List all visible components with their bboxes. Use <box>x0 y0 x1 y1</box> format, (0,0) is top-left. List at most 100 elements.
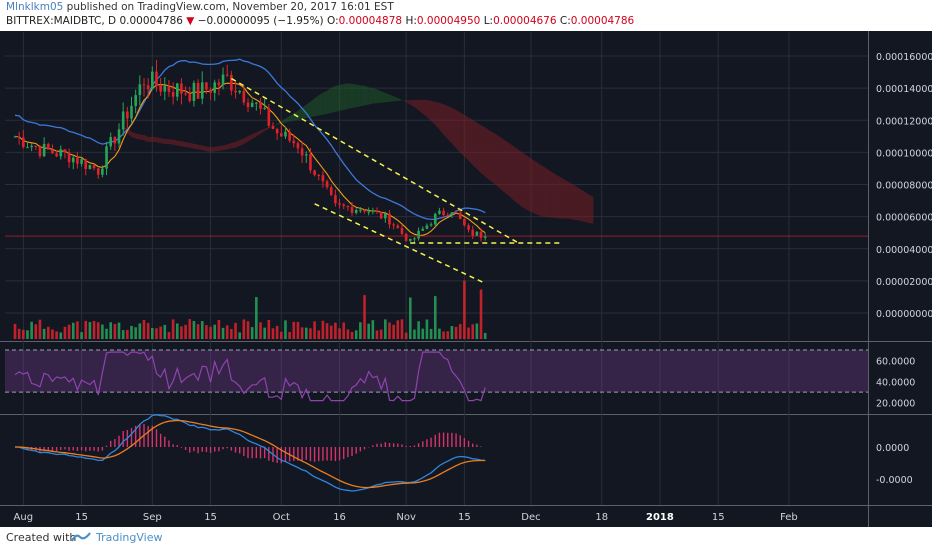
ichimoku-cloud-segment <box>426 100 432 121</box>
volume-bar <box>134 327 137 339</box>
ichimoku-cloud-segment <box>177 140 182 147</box>
ichimoku-cloud-segment <box>372 88 378 104</box>
tradingview-link[interactable]: TradingView <box>96 531 163 544</box>
ichimoku-cloud-segment <box>547 169 552 218</box>
ichimoku-cloud-segment <box>210 146 215 152</box>
volume-bar <box>413 329 416 339</box>
volume-bar <box>463 280 466 339</box>
ichimoku-cloud-segment <box>393 96 398 102</box>
candle-body <box>230 74 233 91</box>
candle-body <box>317 174 321 176</box>
candle-body <box>463 218 466 226</box>
volume-bar <box>71 322 75 339</box>
ichimoku-cloud-segment <box>564 179 569 219</box>
volume-bar <box>26 330 29 339</box>
volume-bar <box>96 322 100 339</box>
volume-bar <box>404 332 408 339</box>
candle-body <box>71 157 75 163</box>
volume-bar <box>221 327 225 339</box>
candle-body <box>404 233 408 241</box>
candle-body <box>205 82 208 90</box>
ichimoku-cloud-segment <box>585 191 590 223</box>
candle-body <box>142 84 146 86</box>
volume-bar <box>234 322 237 339</box>
ichimoku-cloud-segment <box>160 138 165 145</box>
ichimoku-cloud-segment <box>468 117 473 165</box>
ichimoku-cloud-segment <box>252 132 257 140</box>
ichimoku-cloud-segment <box>439 102 444 135</box>
candle-body <box>388 213 391 225</box>
ichimoku-cloud-segment <box>381 91 386 103</box>
volume-bar <box>359 322 362 339</box>
ichimoku-cloud-segment <box>510 143 515 201</box>
candle-body <box>396 225 400 229</box>
base-line <box>14 82 486 236</box>
volume-bar <box>113 324 117 339</box>
ichimoku-cloud-segment <box>485 127 490 180</box>
author-link[interactable]: Mlnklkm05 <box>6 1 64 13</box>
chart-canvas[interactable]: 0.00016000 0.00014000 0.00012000 0.00010000… <box>0 31 932 527</box>
candle-body <box>126 111 129 119</box>
rsi-band <box>5 350 868 393</box>
volume-bar <box>200 321 204 339</box>
ichimoku-cloud-segment <box>422 99 427 117</box>
last-price: 0.00004786 <box>119 15 183 27</box>
date-tick-label: Sep <box>143 512 162 523</box>
candle-body <box>134 95 137 106</box>
volume-bar <box>167 331 171 339</box>
candle-body <box>138 84 142 96</box>
volume-bar <box>363 295 366 339</box>
ichimoku-cloud-segment <box>464 114 469 161</box>
ichimoku-cloud-segment <box>414 99 419 111</box>
macd-tick-label: -0.0000 <box>876 475 913 486</box>
candle-body <box>105 146 108 169</box>
ichimoku-cloud-segment <box>223 144 228 151</box>
candle-body <box>55 153 58 157</box>
volume-bar <box>246 321 250 339</box>
volume-bar <box>392 324 395 339</box>
candle-body <box>130 105 133 119</box>
volume-bar <box>121 330 125 339</box>
candle-body <box>454 212 458 214</box>
candle-body <box>271 125 275 129</box>
signal-line <box>15 419 486 489</box>
volume-bar <box>196 324 200 339</box>
volume-bar <box>17 328 21 339</box>
candle-body <box>471 229 475 236</box>
candle-body <box>146 85 150 90</box>
close-value: 0.00004786 <box>570 15 635 27</box>
ichimoku-cloud-segment <box>248 134 253 142</box>
volume-bar <box>371 320 375 339</box>
candle-body <box>408 238 412 241</box>
ichimoku-cloud-segment <box>535 161 540 216</box>
volume-bar <box>309 328 312 339</box>
volume-bar <box>105 328 108 339</box>
down-arrow-icon: ▼ <box>186 15 195 27</box>
volume-bar <box>384 319 387 339</box>
ichimoku-cloud-segment <box>297 107 303 120</box>
date-tick-label: 15 <box>458 512 471 523</box>
volume-bar <box>421 328 425 339</box>
volume-bar <box>396 320 400 339</box>
ichimoku-cloud-segment <box>322 90 328 115</box>
volume-bar <box>101 324 104 339</box>
ichimoku-cloud-segment <box>281 118 286 124</box>
volume-bar <box>80 332 83 339</box>
ichimoku-cloud-segment <box>543 166 548 218</box>
price-tick-label: 0.00016000 <box>876 52 932 63</box>
volume-bar <box>284 320 287 339</box>
candle-body <box>300 148 304 156</box>
high-value: 0.00004950 <box>416 15 481 27</box>
ichimoku-cloud-segment <box>501 138 506 194</box>
ichimoku-cloud-segment <box>431 100 436 125</box>
ichimoku-cloud-segment <box>497 135 502 191</box>
volume-bar <box>205 325 208 339</box>
candle-body <box>400 228 404 234</box>
candle-body <box>22 137 25 148</box>
ichimoku-cloud-segment <box>185 142 190 148</box>
candle-body <box>38 146 42 157</box>
volume-bar <box>138 323 142 339</box>
ichimoku-cloud-segment <box>202 145 207 152</box>
ichimoku-cloud-segment <box>526 155 531 212</box>
volume-bar <box>213 324 217 339</box>
